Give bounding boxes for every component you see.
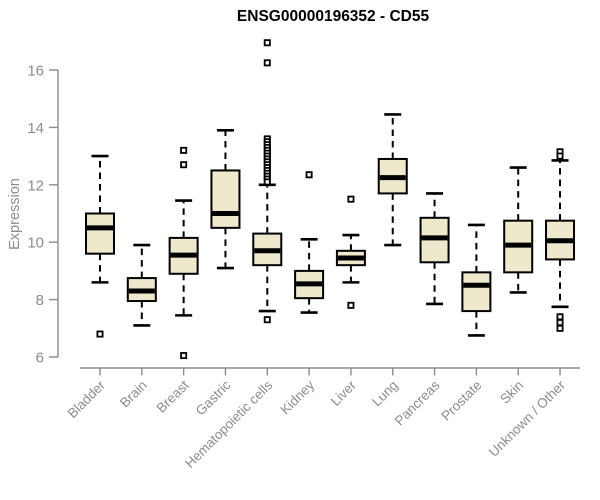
outlier-point — [347, 301, 355, 309]
x-tick-label: Bladder — [65, 377, 109, 421]
outlier-point — [556, 152, 564, 160]
outlier-point — [263, 178, 271, 186]
x-tick-label: Skin — [497, 378, 526, 407]
y-tick-label: 16 — [27, 63, 44, 80]
outlier-point — [556, 324, 564, 332]
x-tick-label: Pancreas — [392, 377, 443, 428]
x-tick-label: Gastric — [193, 377, 234, 418]
y-tick-label: 10 — [27, 235, 44, 252]
y-tick-label: 6 — [36, 350, 44, 367]
y-axis-label: Expression — [7, 178, 23, 250]
outlier-point — [347, 195, 355, 203]
x-tick-label: Liver — [328, 377, 360, 409]
chart-title: ENSG00000196352 - CD55 — [237, 8, 430, 25]
x-tick-label: Lung — [369, 378, 401, 410]
x-tick-label: Unknown / Other — [486, 377, 569, 460]
x-tick-label: Prostate — [438, 378, 484, 424]
outlier-point — [180, 161, 188, 169]
y-tick-label: 12 — [27, 177, 44, 194]
outlier-point — [263, 39, 271, 47]
outlier-point — [263, 59, 271, 67]
x-tick-label: Kidney — [277, 377, 317, 417]
y-tick-label: 8 — [36, 292, 44, 309]
iqr-box — [461, 271, 492, 313]
outlier-point — [96, 330, 104, 338]
outlier-point — [263, 316, 271, 324]
outlier-point — [180, 352, 188, 360]
iqr-box — [210, 169, 241, 229]
y-tick-label: 14 — [27, 120, 44, 137]
outlier-point — [556, 313, 564, 321]
outlier-point — [305, 171, 313, 179]
outlier-point — [180, 146, 188, 154]
x-tick-label: Breast — [154, 377, 192, 415]
outlier-point — [556, 319, 564, 327]
iqr-box — [85, 212, 115, 255]
x-tick-label: Brain — [117, 378, 150, 411]
